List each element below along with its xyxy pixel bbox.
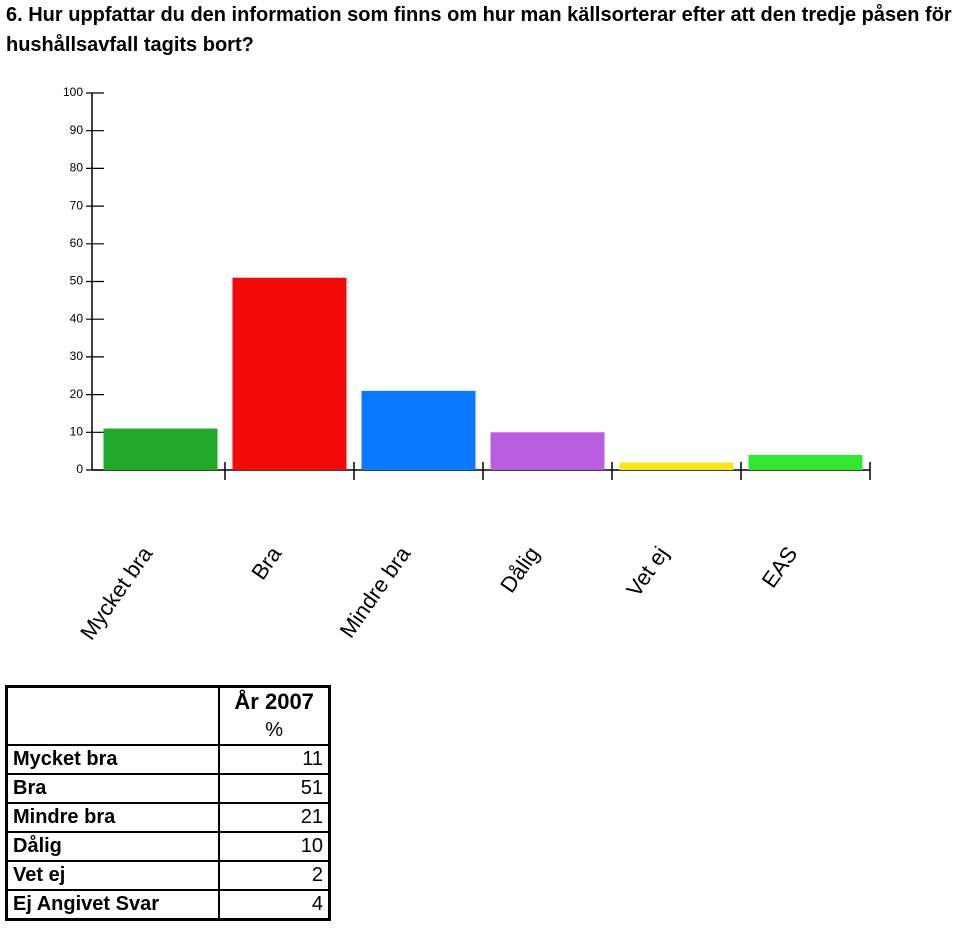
table-row: Dålig 10 <box>6 831 330 861</box>
table-row: Mindre bra 21 <box>6 802 330 832</box>
bar <box>619 462 734 470</box>
x-tick-label: Vet ej <box>621 542 673 601</box>
bar <box>748 454 863 470</box>
x-tick-label: Mycket bra <box>75 541 158 644</box>
y-tick-label: 30 <box>70 349 84 363</box>
y-tick-label: 80 <box>70 161 84 175</box>
y-tick-label: 70 <box>70 198 84 212</box>
empty-cell <box>6 686 221 745</box>
x-tick-label: EAS <box>757 542 803 592</box>
bar <box>361 390 476 470</box>
x-tick-label: Bra <box>246 541 287 584</box>
row-value: 4 <box>219 889 330 920</box>
row-value: 51 <box>219 773 330 803</box>
row-label: Bra <box>6 773 221 803</box>
row-label: Mindre bra <box>6 802 221 832</box>
x-tick-label: Mindre bra <box>335 541 416 642</box>
row-label: Ej Angivet Svar <box>6 889 221 920</box>
row-label: Dålig <box>6 831 221 861</box>
data-table: År 2007 % Mycket bra 11 Bra 51 Mindre bra 21 D… <box>5 685 331 921</box>
bar <box>103 428 218 470</box>
table-row: Ej Angivet Svar 4 <box>6 889 330 920</box>
chart-title: 6. Hur uppfattar du den information som … <box>6 4 952 56</box>
row-value: 21 <box>219 802 330 832</box>
y-tick-label: 0 <box>76 462 83 476</box>
table-header: % <box>265 718 284 741</box>
row-label: Vet ej <box>6 860 221 890</box>
y-tick-label: 20 <box>70 387 84 401</box>
chart: 0 10 20 30 40 50 60 70 80 90 100 Mycket bra Bra Mindr… <box>63 85 871 644</box>
table-row: Vet ej 2 <box>6 860 330 890</box>
y-tick-label: 100 <box>63 85 83 99</box>
bar <box>490 432 605 470</box>
y-tick-label: 40 <box>70 311 84 325</box>
y-tick-label: 60 <box>70 236 84 250</box>
y-tick-label: 10 <box>70 424 84 438</box>
table-row: Bra 51 <box>6 773 330 803</box>
row-value: 11 <box>219 744 330 774</box>
table-header: År 2007 <box>234 689 314 714</box>
x-tick-label: Dålig <box>495 542 544 597</box>
bar <box>232 277 347 470</box>
table-row: Mycket bra 11 <box>6 744 330 774</box>
row-value: 2 <box>219 860 330 890</box>
y-tick-label: 50 <box>70 274 84 288</box>
y-tick-label: 90 <box>70 123 84 137</box>
row-label: Mycket bra <box>6 744 221 774</box>
row-value: 10 <box>219 831 330 861</box>
